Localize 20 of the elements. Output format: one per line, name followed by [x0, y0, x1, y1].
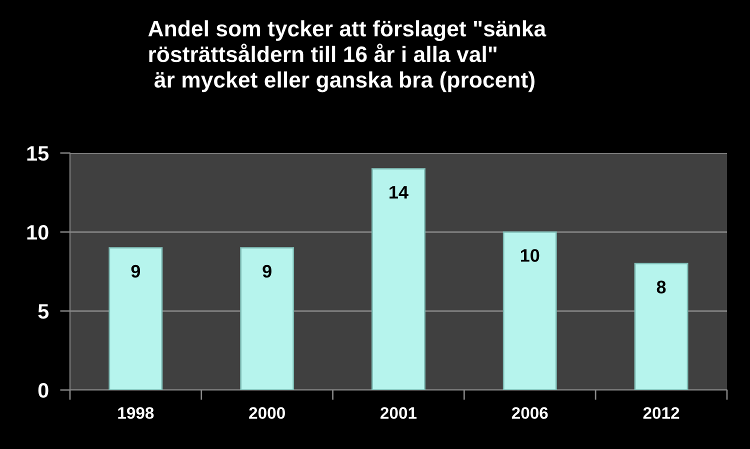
y-tick-label: 0 — [38, 383, 48, 398]
x-tick-label: 2006 — [512, 407, 548, 419]
x-tick-label: 2001 — [380, 407, 417, 419]
y-tick-label: 15 — [27, 146, 49, 161]
bar — [108, 247, 163, 390]
y-tick-label: 10 — [27, 225, 48, 240]
data-label: 9 — [131, 264, 140, 278]
x-tick-label: 2000 — [249, 407, 285, 419]
x-tick-label: 2012 — [643, 407, 680, 419]
data-label: 10 — [520, 249, 540, 262]
data-label: 9 — [262, 264, 272, 278]
chart-title: Andel som tycker att förslaget "sänka rösträttsåldern till 16 år i alla val" är mycket eller ganska bra (procent) — [148, 20, 546, 92]
bar — [502, 231, 557, 390]
bar — [372, 168, 426, 390]
bar — [240, 247, 294, 390]
data-label: 8 — [656, 280, 666, 294]
data-label: 14 — [390, 186, 408, 198]
bar — [634, 262, 688, 390]
x-tick-label: 1998 — [118, 407, 154, 419]
y-tick-label: 5 — [38, 304, 49, 319]
